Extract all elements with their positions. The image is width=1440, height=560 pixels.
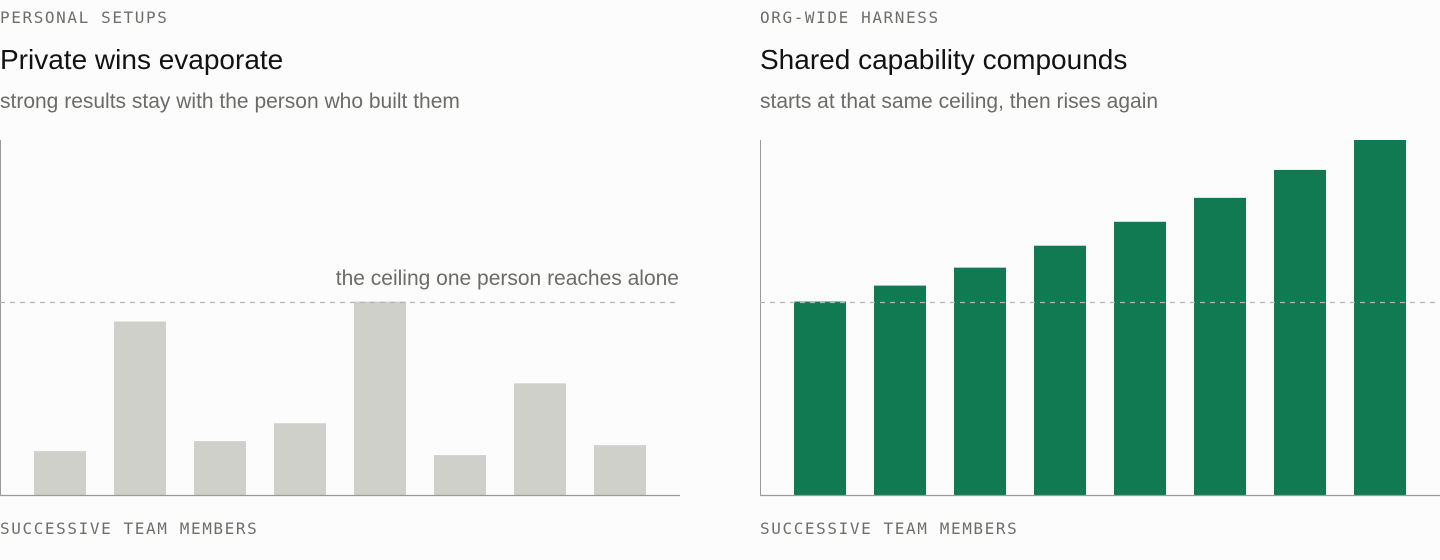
bar <box>794 301 846 495</box>
bar <box>1274 169 1326 496</box>
bar <box>354 301 406 495</box>
private-wins-bar-chart: the ceiling one person reaches alone <box>0 140 680 497</box>
chart-title: Private wins evaporate <box>0 44 284 75</box>
left-chart-panel: PERSONAL SETUPS Private wins evaporate s… <box>0 0 680 560</box>
bar <box>434 455 486 495</box>
bar <box>114 321 166 495</box>
right-chart-panel: ORG-WIDE HARNESS Shared capability compo… <box>760 0 1440 560</box>
bar <box>1354 140 1406 495</box>
ceiling-annotation: the ceiling one person reaches alone <box>336 267 679 290</box>
bar <box>1034 245 1086 495</box>
chart-subtitle: starts at that same ceiling, then rises … <box>760 90 1159 113</box>
bar <box>194 441 246 495</box>
bar <box>34 451 86 495</box>
bar <box>874 285 926 495</box>
x-axis-label: SUCCESSIVE TEAM MEMBERS <box>0 519 259 538</box>
bar <box>594 445 646 495</box>
bar <box>1114 221 1166 495</box>
bar <box>954 267 1006 495</box>
bar <box>274 423 326 495</box>
shared-capability-bar-chart <box>760 140 1440 497</box>
chart-title: Shared capability compounds <box>760 44 1128 75</box>
chart-eyebrow: ORG-WIDE HARNESS <box>760 8 940 27</box>
x-axis-label: SUCCESSIVE TEAM MEMBERS <box>760 519 1019 538</box>
chart-subtitle: strong results stay with the person who … <box>0 90 460 113</box>
chart-eyebrow: PERSONAL SETUPS <box>0 8 169 27</box>
bar <box>1194 197 1246 495</box>
bar <box>514 383 566 495</box>
